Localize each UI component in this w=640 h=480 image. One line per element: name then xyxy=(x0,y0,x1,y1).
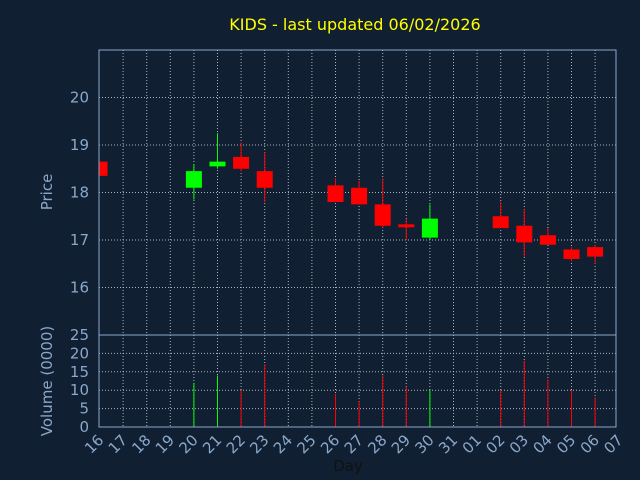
price-y-ticks: 16 17 18 19 20 xyxy=(70,89,89,297)
x-axis-label: Day xyxy=(333,457,363,475)
x-tick-label: 29 xyxy=(388,431,414,457)
candle-body xyxy=(374,204,391,226)
candle-body xyxy=(351,187,368,205)
volume-panel-frame xyxy=(98,334,617,428)
price-tick-label: 17 xyxy=(70,231,89,249)
volume-tick-label: 20 xyxy=(70,344,89,362)
x-ticks: 1617181920212223242526272829303101020304… xyxy=(81,431,626,457)
candle-body xyxy=(256,171,273,188)
x-tick-label: 07 xyxy=(600,431,626,457)
x-tick-label: 02 xyxy=(482,431,508,457)
chart-title: KIDS - last updated 06/02/2026 xyxy=(229,15,480,34)
candle-body xyxy=(209,161,226,167)
price-axis-label: Price xyxy=(38,174,56,211)
x-tick-label: 28 xyxy=(364,431,390,457)
volume-grid xyxy=(99,335,616,427)
x-tick-label: 05 xyxy=(553,431,579,457)
candles xyxy=(99,133,604,264)
volume-tick-label: 0 xyxy=(79,418,89,436)
price-grid xyxy=(99,50,616,335)
x-tick-label: 30 xyxy=(411,431,437,457)
volume-tick-label: 25 xyxy=(70,326,89,344)
x-tick-label: 20 xyxy=(175,431,201,457)
x-tick-label: 03 xyxy=(506,431,532,457)
volume-tick-label: 15 xyxy=(70,363,89,381)
price-tick-label: 16 xyxy=(70,279,89,297)
x-tick-label: 18 xyxy=(128,431,154,457)
candle-body xyxy=(185,171,202,188)
candle-body xyxy=(421,218,438,238)
price-tick-label: 20 xyxy=(70,89,89,107)
price-tick-label: 19 xyxy=(70,136,89,154)
x-tick-label: 23 xyxy=(246,431,272,457)
candle-body xyxy=(563,249,580,259)
x-tick-label: 17 xyxy=(105,431,131,457)
x-tick-label: 04 xyxy=(529,431,555,457)
volume-axis-label: Volume (0000) xyxy=(38,326,56,436)
candle-body xyxy=(398,224,415,228)
x-tick-label: 26 xyxy=(317,431,343,457)
candle-body xyxy=(587,247,604,257)
candle-body xyxy=(539,235,556,245)
volume-tick-label: 5 xyxy=(79,400,89,418)
x-tick-label: 25 xyxy=(293,431,319,457)
x-tick-label: 24 xyxy=(270,431,296,457)
x-tick-label: 31 xyxy=(435,431,461,457)
candle-body xyxy=(233,156,250,169)
x-tick-label: 19 xyxy=(152,431,178,457)
candle-body xyxy=(516,225,533,243)
candle-body xyxy=(327,185,344,202)
volume-bars xyxy=(193,360,596,427)
x-tick-label: 21 xyxy=(199,431,225,457)
candle-body xyxy=(492,216,509,229)
x-tick-label: 06 xyxy=(577,431,603,457)
candle-body xyxy=(100,161,108,176)
volume-tick-label: 10 xyxy=(70,381,89,399)
price-tick-label: 18 xyxy=(70,184,89,202)
x-tick-label: 22 xyxy=(223,431,249,457)
x-tick-label: 01 xyxy=(459,431,485,457)
x-tick-label: 27 xyxy=(341,431,367,457)
